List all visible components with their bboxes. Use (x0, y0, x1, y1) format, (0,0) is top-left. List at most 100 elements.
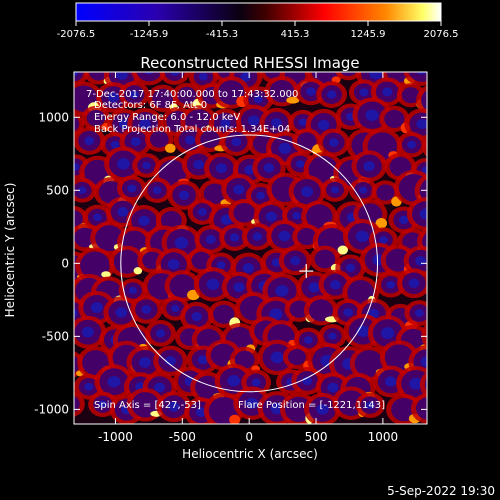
heatmap-trough (253, 95, 263, 104)
heatmap-trough (369, 72, 383, 80)
heatmap-peak (101, 271, 111, 278)
heatmap-trough (343, 308, 353, 317)
heatmap-ring (422, 135, 427, 158)
heatmap-trough (81, 326, 94, 338)
heatmap-trough (142, 161, 151, 170)
heatmap-trough (355, 230, 369, 243)
heatmap-trough (384, 376, 397, 387)
heatmap-trough (164, 355, 176, 366)
heatmap-trough (270, 351, 284, 364)
heatmap-trough (316, 403, 329, 415)
heatmap-peak (164, 143, 176, 153)
heatmap-trough (167, 259, 180, 270)
heatmap-trough (269, 308, 283, 321)
heatmap-trough (90, 302, 103, 313)
heatmap-blob (376, 184, 395, 201)
heatmap-trough (304, 336, 313, 344)
heatmap-blob (74, 395, 80, 413)
heatmap-peak (375, 217, 388, 229)
heatmap-trough (420, 356, 427, 367)
heatmap-trough (74, 163, 80, 171)
heatmap-trough (128, 286, 137, 295)
colorbar-tick-label: 415.3 (281, 29, 310, 40)
heatmap-trough (416, 119, 427, 130)
heatmap-trough (419, 208, 427, 220)
heatmap-peak (433, 412, 445, 424)
heatmap-trough (127, 184, 137, 193)
heatmap-trough (74, 72, 79, 77)
heatmap-trough (130, 136, 141, 147)
axis-ticks: -1000 -500 0 500 1000 -1000 -500 0 500 1000 (34, 72, 427, 444)
heatmap-blob (164, 72, 185, 81)
annotation-time-range: 7-Dec-2017 17:40:00.000 to 17:43:32.000 (86, 89, 298, 100)
heatmap-trough (78, 186, 87, 194)
heatmap-trough (328, 138, 339, 147)
heatmap-trough (199, 72, 208, 81)
heatmap-blob (411, 201, 427, 227)
heatmap-trough (168, 401, 180, 412)
heatmap-trough (84, 136, 95, 146)
heatmap-trough (363, 161, 375, 172)
heatmap-trough (107, 375, 121, 388)
annotation-energy-range: Energy Range: 6.0 - 12.0 keV (94, 112, 240, 123)
y-tick-label: -500 (42, 329, 69, 343)
heatmap-blob (200, 130, 220, 149)
heatmap-trough (386, 280, 396, 289)
heatmap-blob (427, 135, 451, 157)
heatmap-blob (385, 248, 411, 272)
heatmap-blob (152, 88, 174, 108)
heatmap-peak (445, 341, 458, 347)
heatmap-blobs (74, 72, 458, 424)
x-tick-label: 500 (305, 430, 328, 444)
heatmap-trough (359, 186, 368, 194)
heatmap-peak (229, 414, 241, 424)
x-axis-label: Heliocentric X (arcsec) (182, 447, 318, 461)
heatmap-blob (308, 155, 339, 184)
heatmap-blob (74, 227, 96, 248)
heatmap-trough (197, 208, 207, 216)
heatmap-trough (195, 407, 207, 418)
spin-axis-cross-marker (299, 264, 314, 279)
heatmap-trough (215, 163, 228, 174)
heatmap-trough (117, 207, 129, 217)
heatmap-trough (93, 213, 102, 222)
heatmap-trough (107, 92, 120, 103)
heatmap-blob (314, 249, 336, 269)
annotation-method-counts: Back Projection Total counts: 1.34E+04 (94, 124, 290, 135)
heatmap-trough (247, 115, 260, 126)
heatmap-trough (178, 190, 190, 200)
heatmap-trough (421, 166, 427, 174)
colorbar-tick-label: -2076.5 (57, 29, 96, 40)
heatmap-trough (240, 72, 251, 82)
annotation-spin-axis: Spin Axis = [427,-53] (94, 400, 201, 411)
heatmap-trough (252, 232, 263, 241)
heatmap-blob (384, 109, 405, 128)
heatmap-trough (263, 163, 275, 173)
heatmap-blob (195, 375, 221, 399)
heatmap-trough (141, 304, 152, 314)
colorbar (75, 2, 442, 22)
heatmap-trough (138, 215, 150, 226)
heatmap-blob (191, 251, 212, 270)
heatmap-blob (88, 72, 108, 81)
heatmap-blob (287, 349, 306, 366)
heatmap-trough (300, 186, 314, 197)
heatmap-blob (297, 228, 317, 246)
heatmap-trough (155, 329, 166, 338)
heatmap-trough (379, 236, 388, 244)
heatmap-trough (436, 287, 445, 295)
heatmap-trough (231, 137, 242, 147)
heatmap-trough (345, 263, 356, 272)
x-tick-label: -500 (169, 430, 196, 444)
y-tick-label: 0 (61, 256, 69, 270)
heatmap-trough (233, 184, 245, 195)
heatmap-blob (131, 392, 160, 418)
heatmap-trough (408, 278, 420, 288)
heatmap-trough (271, 118, 282, 128)
heatmap-trough (407, 140, 416, 149)
heatmap-trough (116, 72, 128, 80)
heatmap-trough (139, 118, 152, 130)
colorbar-tick-label: -1245.9 (130, 29, 169, 40)
heatmap-trough (290, 256, 301, 266)
